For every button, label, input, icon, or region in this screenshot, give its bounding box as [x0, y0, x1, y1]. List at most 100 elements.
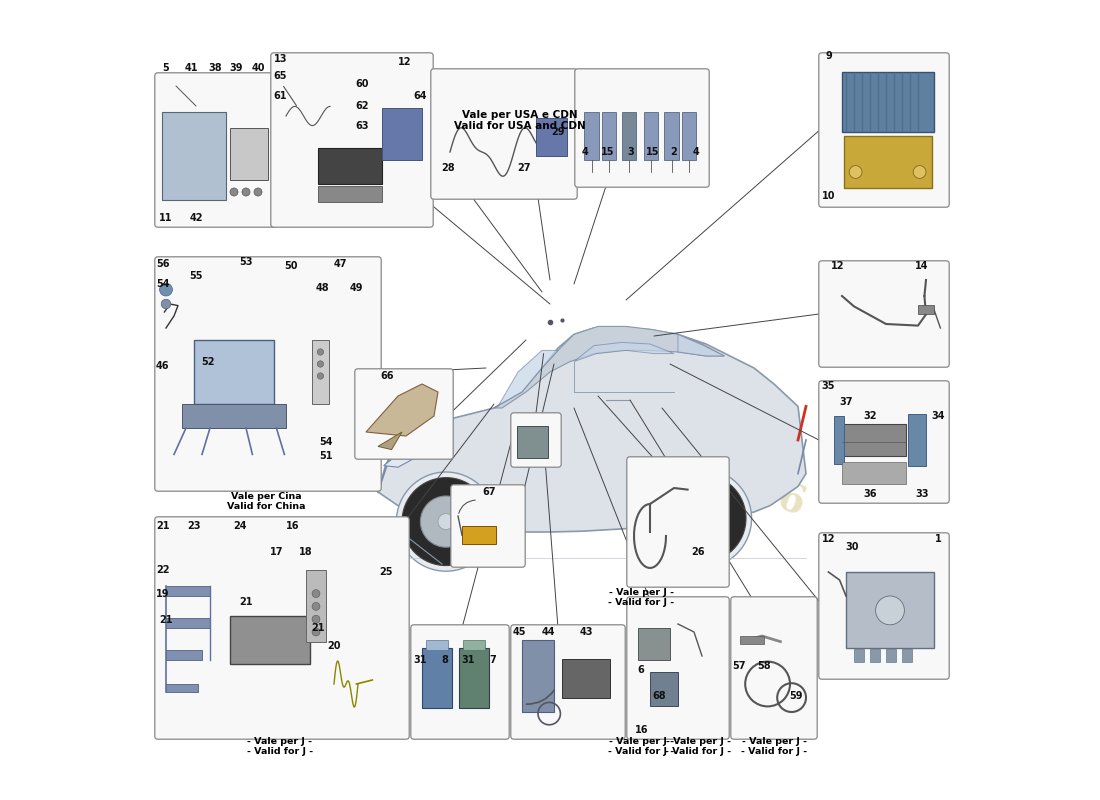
Text: 64: 64 — [414, 91, 427, 101]
Text: 53: 53 — [240, 258, 253, 267]
FancyBboxPatch shape — [510, 625, 625, 739]
Bar — [422, 648, 452, 708]
Bar — [459, 648, 490, 708]
Text: 16: 16 — [286, 522, 299, 531]
FancyBboxPatch shape — [155, 257, 382, 491]
Text: 50: 50 — [284, 261, 297, 270]
Bar — [845, 136, 933, 188]
Text: 4: 4 — [693, 147, 700, 157]
Text: 37: 37 — [839, 397, 853, 406]
Bar — [230, 616, 310, 664]
Text: 16: 16 — [636, 725, 649, 734]
Text: 10: 10 — [822, 191, 835, 201]
FancyBboxPatch shape — [575, 69, 710, 187]
Text: 63: 63 — [355, 122, 368, 131]
Text: 36: 36 — [864, 490, 877, 499]
Text: - Vale per J -
- Valid for J -: - Vale per J - - Valid for J - — [246, 737, 312, 756]
Circle shape — [317, 373, 323, 379]
Text: 7: 7 — [490, 655, 496, 665]
Text: 35: 35 — [822, 381, 835, 390]
Bar — [842, 462, 906, 484]
Text: 68: 68 — [652, 691, 666, 701]
Circle shape — [694, 510, 710, 526]
Circle shape — [242, 188, 250, 196]
Text: 40: 40 — [251, 63, 265, 73]
Text: 22: 22 — [156, 565, 169, 574]
Text: 30: 30 — [846, 542, 859, 552]
Text: 33: 33 — [915, 490, 928, 499]
Circle shape — [438, 514, 454, 530]
Polygon shape — [494, 350, 558, 408]
Text: Vale per USA e CDN
Valid for USA and CDN: Vale per USA e CDN Valid for USA and CDN — [453, 110, 585, 131]
Text: 31: 31 — [414, 655, 427, 665]
Text: 66: 66 — [381, 371, 394, 381]
Text: 15: 15 — [601, 147, 614, 157]
Circle shape — [312, 590, 320, 598]
Text: 42: 42 — [189, 213, 204, 222]
Text: 21: 21 — [311, 623, 324, 633]
Text: 49: 49 — [350, 283, 363, 293]
Bar — [318, 186, 382, 202]
Bar — [166, 684, 198, 692]
Text: 65: 65 — [274, 71, 287, 81]
Text: 27: 27 — [518, 163, 531, 173]
Text: 41: 41 — [185, 63, 198, 73]
Text: 21: 21 — [240, 597, 253, 606]
Text: 62: 62 — [355, 101, 368, 110]
Polygon shape — [366, 384, 438, 436]
Text: 12: 12 — [398, 58, 411, 67]
Bar — [602, 112, 616, 160]
Text: 47: 47 — [333, 259, 348, 269]
Text: 4: 4 — [582, 147, 588, 157]
Circle shape — [254, 188, 262, 196]
Bar — [834, 416, 844, 464]
Circle shape — [396, 472, 496, 571]
Text: Vale per Cina
Valid for China: Vale per Cina Valid for China — [227, 492, 306, 511]
Text: 44: 44 — [541, 627, 556, 637]
Bar — [166, 650, 202, 660]
Circle shape — [676, 493, 727, 544]
Text: 54: 54 — [156, 279, 169, 289]
Bar — [462, 526, 496, 544]
Bar — [740, 636, 764, 644]
Bar — [846, 572, 934, 648]
Bar — [854, 649, 864, 662]
Text: 12: 12 — [832, 261, 845, 270]
Text: 60: 60 — [355, 79, 368, 89]
Bar — [182, 404, 286, 428]
Bar — [664, 112, 679, 160]
Text: - Vale per J -
- Valid for J -: - Vale per J - - Valid for J - — [608, 737, 674, 756]
Bar — [463, 640, 485, 650]
Text: 43: 43 — [580, 627, 594, 637]
Bar — [166, 586, 210, 596]
Circle shape — [876, 596, 904, 625]
Bar — [562, 659, 611, 698]
Bar — [621, 112, 637, 160]
FancyBboxPatch shape — [155, 517, 409, 739]
Text: 20: 20 — [328, 642, 341, 651]
Text: 56: 56 — [156, 259, 169, 269]
Text: 8: 8 — [441, 655, 448, 665]
Text: 67: 67 — [483, 487, 496, 497]
Circle shape — [230, 188, 238, 196]
Circle shape — [658, 474, 746, 562]
Bar — [902, 649, 912, 662]
Circle shape — [849, 166, 862, 178]
Bar — [306, 570, 326, 642]
FancyBboxPatch shape — [818, 53, 949, 207]
Circle shape — [913, 166, 926, 178]
Text: 54: 54 — [319, 437, 332, 446]
Text: 45: 45 — [513, 627, 527, 637]
Text: 24: 24 — [233, 522, 246, 531]
Bar — [194, 340, 274, 404]
Polygon shape — [678, 334, 725, 356]
Circle shape — [420, 496, 472, 547]
Polygon shape — [574, 342, 674, 362]
Text: 21: 21 — [160, 615, 173, 625]
Text: 32: 32 — [864, 411, 877, 421]
Text: 48: 48 — [316, 283, 330, 293]
Text: - Vale per J -
- Valid for J -: - Vale per J - - Valid for J - — [741, 737, 807, 756]
Bar — [918, 305, 934, 314]
Text: 58: 58 — [758, 661, 771, 670]
FancyBboxPatch shape — [155, 73, 277, 227]
